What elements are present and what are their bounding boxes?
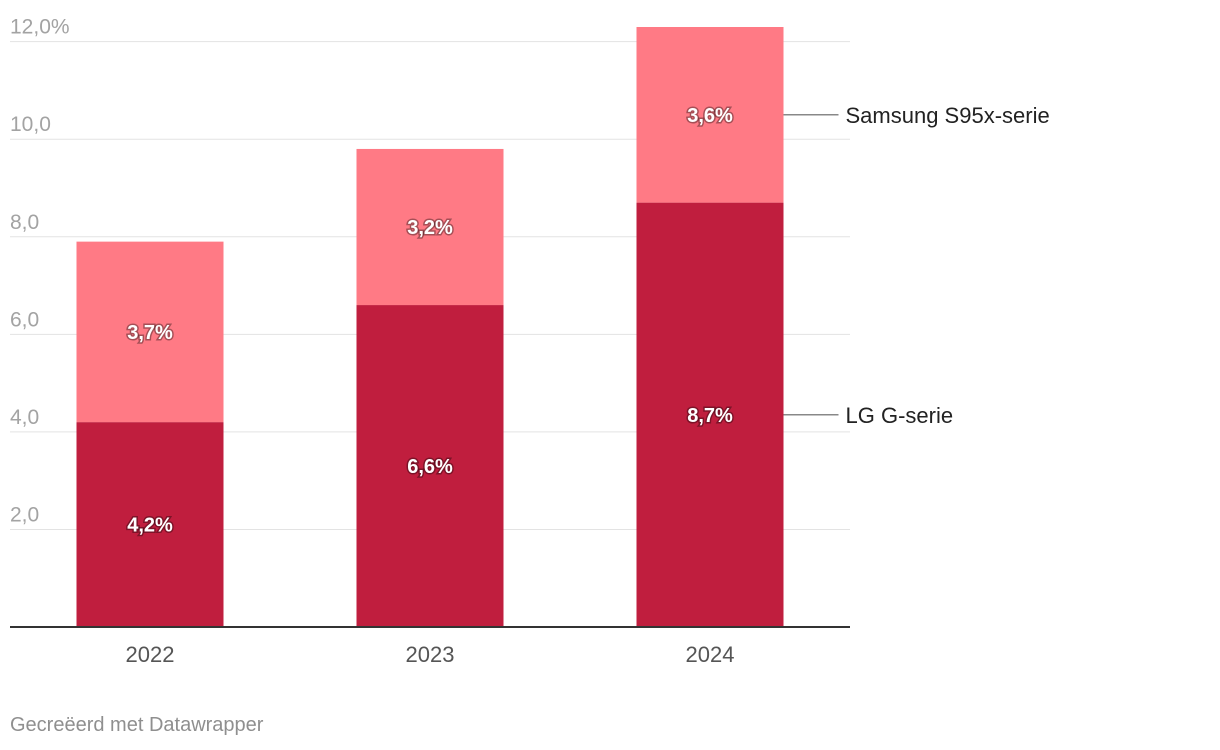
x-tick-label-2022: 2022 bbox=[126, 642, 175, 667]
x-tick-label-2023: 2023 bbox=[406, 642, 455, 667]
data-label-2023-samsung: 3,2% bbox=[407, 217, 453, 239]
data-label-2022-samsung: 3,7% bbox=[127, 322, 173, 344]
bar-2023-samsung bbox=[356, 148, 504, 306]
data-label-2023-lg: 6,6% bbox=[407, 456, 453, 478]
series-label-lg: LG G-serie bbox=[846, 403, 954, 428]
bar-2022-lg bbox=[76, 422, 224, 627]
footer-credit: Gecreëerd met Datawrapper bbox=[10, 714, 264, 736]
data-label-2024-samsung: 3,6% bbox=[687, 105, 733, 127]
data-label-2022-lg: 4,2% bbox=[127, 515, 173, 537]
data-label-2024-lg: 8,7% bbox=[687, 405, 733, 427]
y-tick-label-3: 8,0 bbox=[10, 211, 39, 234]
y-tick-label-5: 12,0% bbox=[10, 16, 70, 39]
x-tick-label-2024: 2024 bbox=[686, 642, 735, 667]
series-label-samsung: Samsung S95x-serie bbox=[846, 103, 1050, 128]
y-tick-label-0: 2,0 bbox=[10, 503, 39, 526]
bar-2024-samsung bbox=[636, 27, 784, 203]
y-tick-label-4: 10,0 bbox=[10, 113, 51, 136]
bar-2022-samsung bbox=[76, 241, 224, 423]
y-tick-label-1: 4,0 bbox=[10, 406, 39, 429]
bar-2024-lg bbox=[636, 202, 784, 628]
stacked-bar-chart: 2,0 4,0 6,0 8,0 10,0 12,0% 4,2% 3,7% 2022 6,6% 3,2… bbox=[10, 16, 1050, 667]
y-tick-label-2: 6,0 bbox=[10, 308, 39, 331]
bar-2023-lg bbox=[356, 305, 504, 627]
